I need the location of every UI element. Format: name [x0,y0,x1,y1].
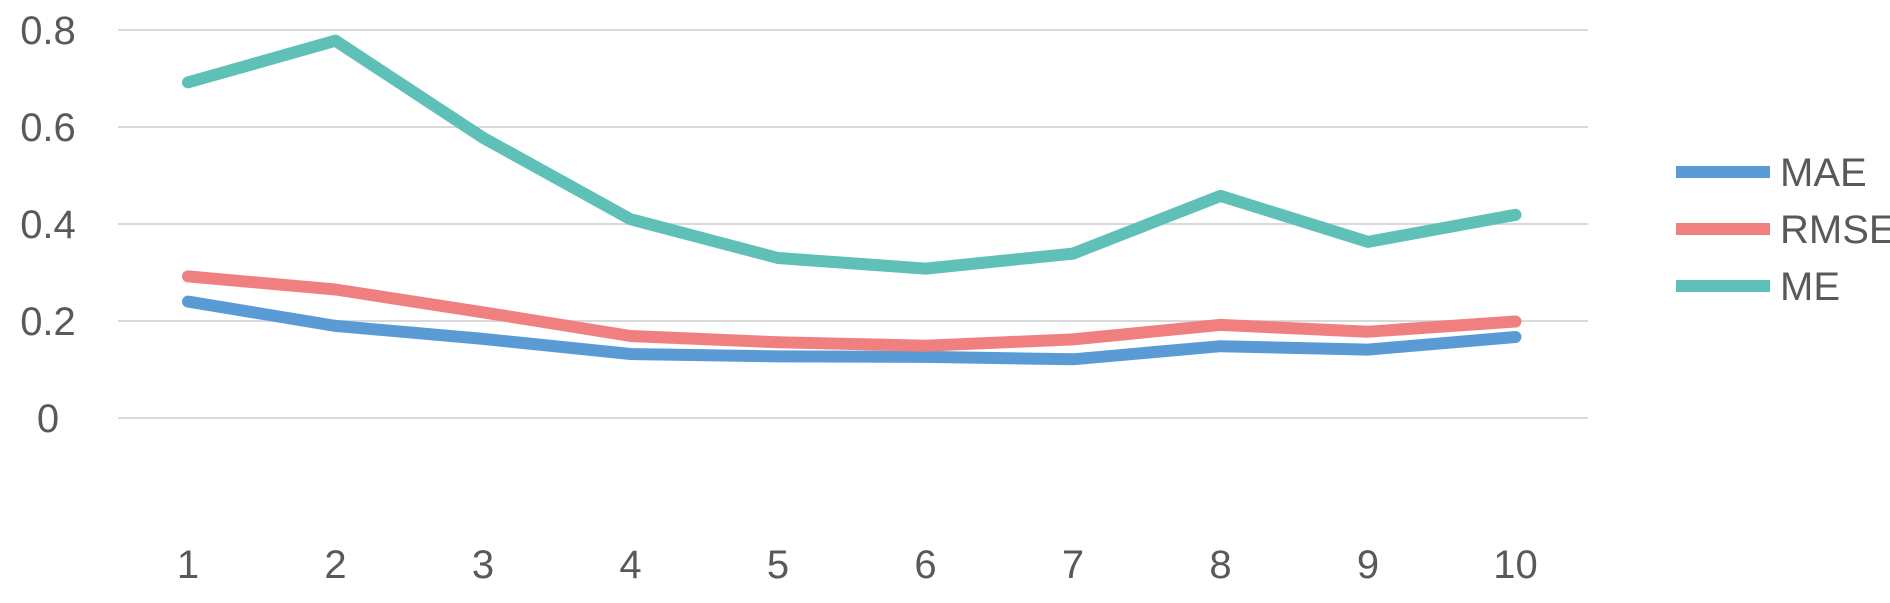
series-line-me [182,34,1522,275]
y-tick-label: 0.4 [20,203,76,247]
y-tick-label: 0 [37,397,59,441]
x-tick-label: 7 [1062,543,1084,587]
x-tick-label: 5 [767,543,789,587]
legend-label-me: ME [1780,265,1840,309]
x-axis-tick-labels: 1 2 3 4 5 6 7 8 9 10 [177,543,1538,587]
x-tick-label: 4 [619,543,641,587]
legend: MAE RMSE ME [1676,151,1890,309]
series-lines [182,34,1522,366]
x-tick-label: 3 [472,543,494,587]
y-axis-tick-labels: 0 0.2 0.4 0.6 0.8 [20,9,76,441]
legend-label-rmse: RMSE [1780,208,1890,252]
y-tick-label: 0.2 [20,300,76,344]
y-tick-label: 0.6 [20,106,76,150]
y-tick-label: 0.8 [20,9,76,53]
x-tick-label: 8 [1209,543,1231,587]
gridlines [118,29,1588,419]
x-tick-label: 1 [177,543,199,587]
x-tick-label: 6 [914,543,936,587]
x-tick-label: 2 [324,543,346,587]
x-tick-label: 9 [1357,543,1379,587]
x-tick-label: 10 [1493,543,1538,587]
series-line-mae [182,295,1522,366]
legend-label-mae: MAE [1780,151,1867,195]
series-line-rmse [182,270,1522,352]
